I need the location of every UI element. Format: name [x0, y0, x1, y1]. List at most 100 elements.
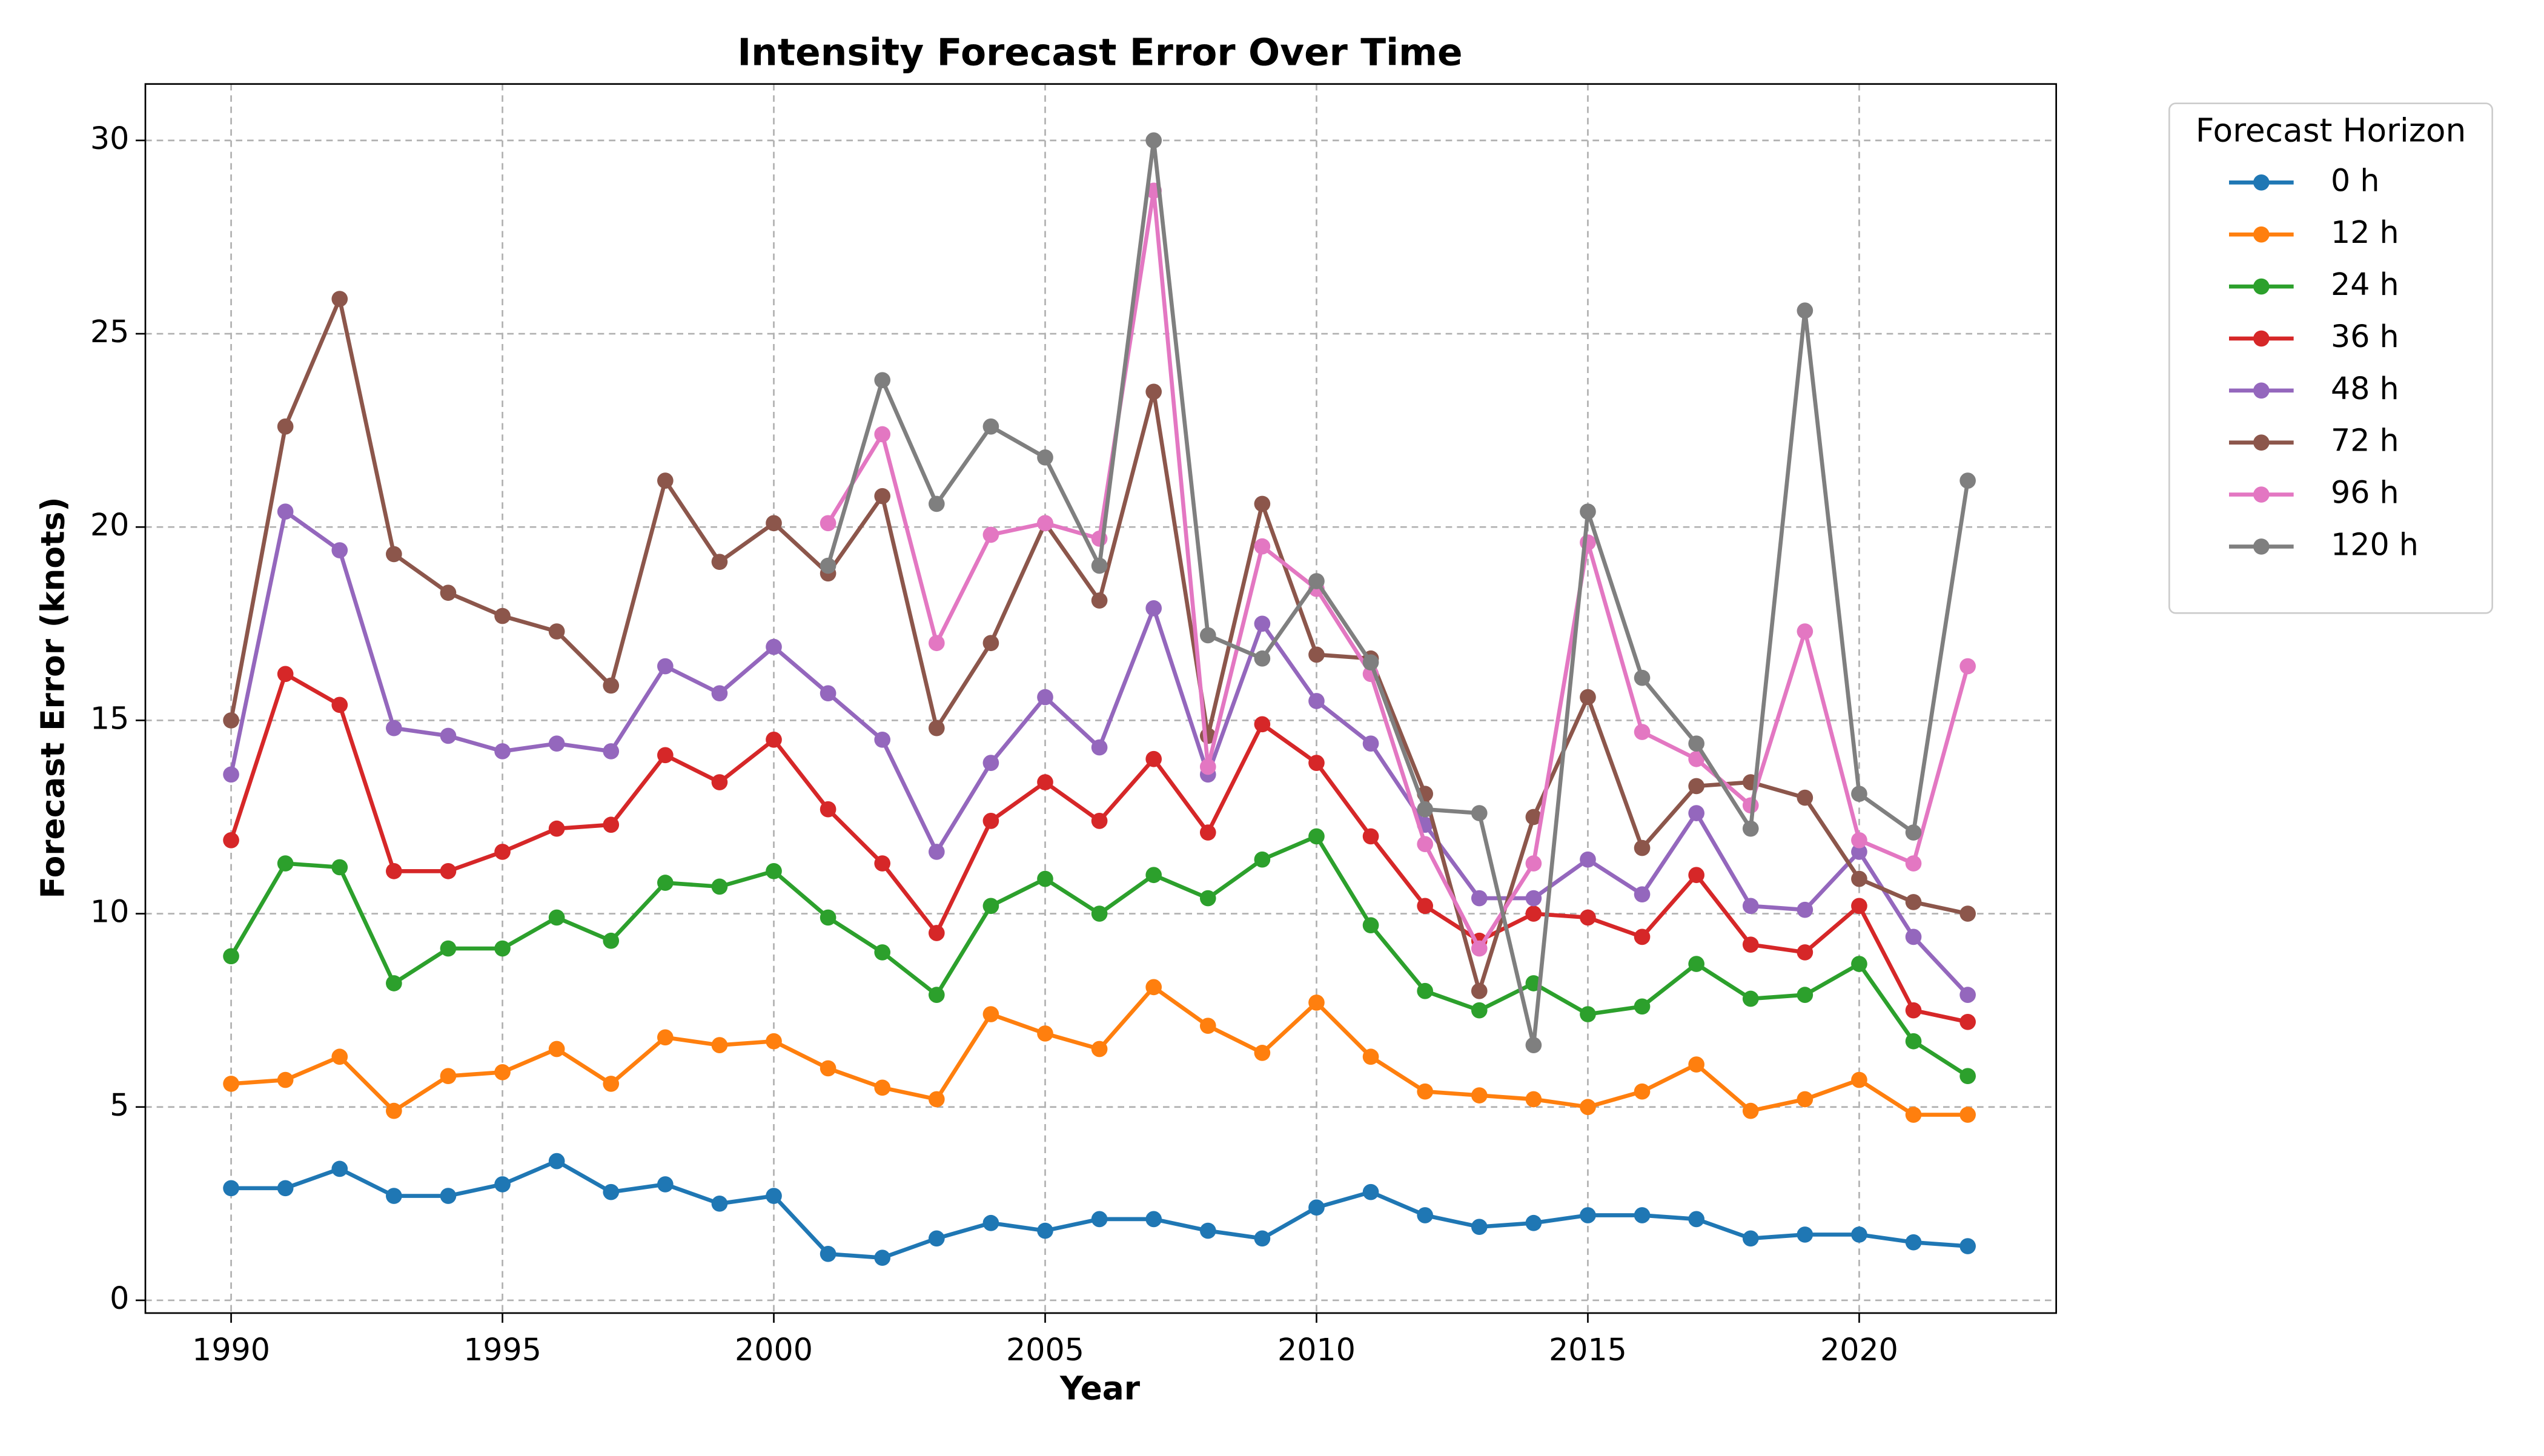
legend-marker — [2253, 330, 2270, 347]
data-point — [494, 1064, 511, 1080]
data-point — [603, 1076, 620, 1092]
data-point — [1417, 836, 1434, 853]
x-tick-label: 1990 — [192, 1332, 270, 1368]
data-point — [548, 820, 565, 837]
data-point — [1308, 755, 1325, 771]
legend-label: 12 h — [2331, 214, 2399, 250]
data-point — [711, 1037, 728, 1053]
data-point — [1254, 1045, 1271, 1061]
data-point — [1959, 905, 1976, 922]
data-point — [874, 426, 891, 443]
data-point — [711, 554, 728, 571]
data-point — [277, 1071, 294, 1088]
data-point — [820, 1060, 836, 1077]
data-point — [1254, 495, 1271, 512]
data-point — [277, 855, 294, 872]
data-point — [1742, 1230, 1759, 1247]
data-point — [982, 418, 999, 435]
data-point — [1905, 824, 1922, 841]
data-point — [657, 875, 674, 891]
data-point — [1797, 1091, 1814, 1108]
data-point — [1525, 1037, 1542, 1053]
y-tick-label: 15 — [90, 700, 129, 736]
data-point — [711, 878, 728, 895]
data-point — [1851, 786, 1867, 802]
legend-label: 36 h — [2331, 319, 2399, 354]
data-point — [331, 291, 348, 307]
data-point — [1199, 890, 1216, 907]
data-point — [1634, 998, 1651, 1015]
data-point — [603, 677, 620, 694]
data-point — [1742, 936, 1759, 953]
data-point — [766, 731, 782, 748]
data-point — [1905, 1234, 1922, 1251]
data-point — [1905, 1033, 1922, 1050]
data-point — [1471, 982, 1488, 999]
y-axis-label: Forecast Error (knots) — [33, 497, 71, 898]
data-point — [548, 623, 565, 640]
data-point — [440, 584, 457, 601]
data-point — [223, 1180, 239, 1197]
data-point — [874, 1249, 891, 1266]
data-point — [874, 731, 891, 748]
data-point — [1308, 646, 1325, 663]
data-point — [1145, 1211, 1162, 1228]
data-point — [1199, 627, 1216, 644]
data-point — [386, 975, 402, 991]
legend: Forecast Horizon 0 h 12 h 24 h 36 h 48 h 72 h 9… — [2168, 102, 2493, 614]
data-point — [1525, 890, 1542, 907]
data-point — [820, 909, 836, 926]
data-point — [820, 515, 836, 532]
data-point — [1308, 1199, 1325, 1216]
data-point — [1037, 774, 1053, 790]
data-point — [494, 844, 511, 860]
data-point — [1634, 1083, 1651, 1100]
data-point — [1905, 928, 1922, 945]
data-point — [766, 863, 782, 879]
data-point — [494, 1176, 511, 1193]
data-point — [1091, 592, 1108, 609]
data-point — [440, 863, 457, 879]
data-point — [1797, 623, 1814, 640]
legend-marker — [2253, 434, 2270, 451]
data-point — [1308, 693, 1325, 709]
data-point — [982, 526, 999, 543]
data-point — [1959, 1238, 1976, 1254]
data-point — [1417, 1207, 1434, 1223]
data-point — [277, 1180, 294, 1197]
data-point — [1308, 994, 1325, 1011]
data-point — [1037, 689, 1053, 706]
data-point — [603, 1183, 620, 1200]
data-point — [1797, 944, 1814, 961]
data-point — [494, 607, 511, 624]
data-point — [1037, 449, 1053, 466]
data-point — [1634, 669, 1651, 686]
data-point — [1797, 901, 1814, 918]
data-point — [1742, 820, 1759, 837]
data-point — [928, 844, 945, 860]
data-point — [223, 1076, 239, 1092]
data-point — [657, 472, 674, 489]
data-point — [982, 898, 999, 915]
data-point — [548, 1153, 565, 1170]
data-point — [386, 1188, 402, 1204]
data-point — [1471, 1087, 1488, 1104]
data-point — [1145, 979, 1162, 996]
data-point — [1037, 1025, 1053, 1042]
data-point — [1905, 1107, 1922, 1123]
data-point — [982, 1006, 999, 1022]
data-point — [1580, 909, 1596, 926]
data-point — [982, 635, 999, 652]
data-point — [1091, 905, 1108, 922]
x-axis-label: Year — [1059, 1369, 1141, 1408]
data-point — [1308, 573, 1325, 589]
data-point — [1145, 383, 1162, 400]
data-point — [1525, 809, 1542, 826]
data-point — [1905, 894, 1922, 910]
data-point — [711, 1196, 728, 1212]
data-point — [874, 944, 891, 961]
x-tick-label: 2005 — [1006, 1332, 1084, 1368]
data-point — [440, 940, 457, 957]
legend-label: 24 h — [2331, 266, 2399, 302]
data-point — [223, 948, 239, 965]
